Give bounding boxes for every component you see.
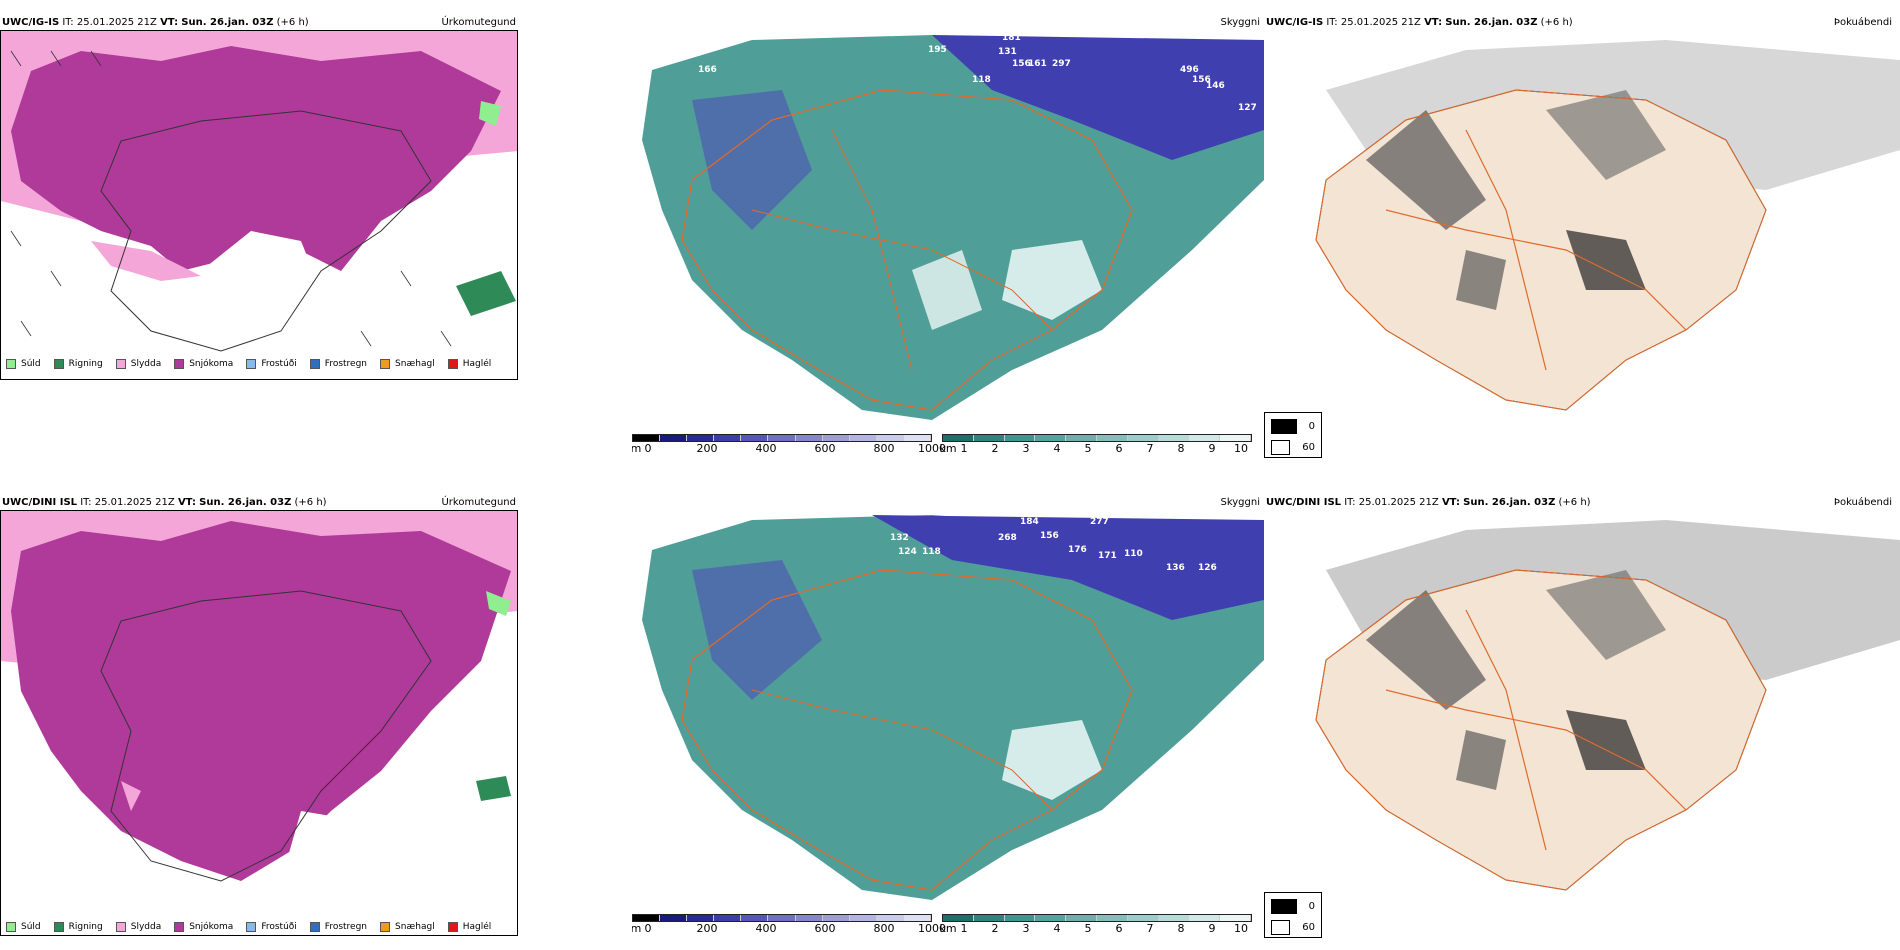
fog-map-svg: [1266, 30, 1900, 430]
row1-precip-panel: UWC/IG-IS IT: 25.01.2025 21Z VT: Sun. 26…: [0, 14, 520, 384]
map-label: 146: [1206, 81, 1225, 91]
precip-map-svg: [1, 511, 517, 935]
cbar-tick: 800: [873, 442, 895, 454]
vt-label: VT:: [160, 17, 179, 28]
cbar-tick: 7: [1146, 442, 1154, 454]
map-label: 166: [698, 65, 717, 75]
map-label: 156: [1012, 59, 1031, 69]
map-label: 126: [1198, 563, 1217, 573]
map-label: 181: [1002, 33, 1021, 43]
fog-legend-row1: 0 60: [1264, 412, 1322, 458]
legend-item: Snæhagl: [380, 359, 435, 369]
cloud-base-colorbar: m 0 200 400 600 800 1000: [632, 434, 946, 454]
panel-title: Þokuábendi: [1833, 17, 1892, 28]
it-label: IT:: [62, 17, 74, 28]
cbar-tick: 3: [1022, 442, 1030, 454]
cbar-tick: 5: [1084, 442, 1092, 454]
row1-visibility-panel: Skyggni 195 131 156 118 166 181 161 297 …: [632, 14, 1264, 454]
cbar-unit: km: [939, 442, 957, 454]
map-label: 161: [1028, 59, 1047, 69]
legend-item: Slydda: [115, 359, 161, 369]
precip-legend: Súld Rigning Slydda Snjókoma Frostúði Fr…: [6, 359, 504, 369]
cbar-tick: 0: [644, 442, 652, 454]
panel-title: Úrkomutegund: [441, 17, 516, 28]
cbar-tick: 6: [1115, 442, 1123, 454]
row2-fog-header: UWC/DINI ISL IT: 25.01.2025 21Z VT: Sun.…: [1266, 497, 1591, 508]
map-label: 184: [1020, 517, 1039, 527]
cbar-tick: 10: [1234, 442, 1248, 454]
map-label: 171: [1098, 551, 1117, 561]
map-label: 127: [1238, 103, 1257, 113]
legend-item: Haglél: [447, 359, 491, 369]
visibility-map[interactable]: 195 131 156 118 166 181 161 297 496 156 …: [632, 30, 1264, 430]
cbar-tick: 8: [1177, 442, 1185, 454]
lead-time: (+6 h): [276, 17, 309, 28]
cbar-tick: 1000: [918, 442, 946, 454]
map-label: 496: [1180, 65, 1199, 75]
fog-legend-row2: 0 60: [1264, 892, 1322, 938]
fog-map[interactable]: [1266, 510, 1900, 910]
map-label: 277: [1090, 517, 1109, 527]
map-label: 118: [972, 75, 991, 85]
map-label: 124: [898, 547, 917, 557]
model-name: UWC/IG-IS: [2, 17, 60, 28]
panel-title: Úrkomutegund: [441, 497, 516, 508]
cloud-base-labels: 184 277 132 268 156 176 124 118 171 110 …: [890, 517, 1217, 573]
map-label: 131: [998, 47, 1017, 57]
map-label: 118: [922, 547, 941, 557]
map-label: 297: [1052, 59, 1071, 69]
map-label: 156: [1192, 75, 1211, 85]
precip-type-map[interactable]: [0, 30, 518, 380]
map-label: 132: [890, 533, 909, 543]
cloud-base-colorbar: m 0 200 400 600 800 1000: [632, 914, 946, 936]
cbar-tick: 2: [991, 442, 999, 454]
cbar-tick: 400: [755, 442, 777, 454]
visibility-colorbar: km 1 2 3 4 5 6 7 8 9 10: [939, 914, 1252, 936]
visibility-map-svg: 195 131 156 118 166 181 161 297 496 156 …: [632, 30, 1264, 430]
map-label: 110: [1124, 549, 1143, 559]
precip-map-svg: [1, 31, 517, 379]
cbar-tick: 200: [696, 442, 718, 454]
panel-title: Skyggni: [1220, 17, 1260, 28]
cloud-base-labels: 195 131 156 118 166 181 161 297 496 156 …: [698, 33, 1257, 113]
map-label: 268: [998, 533, 1017, 543]
row2-precip-panel: UWC/DINI ISL IT: 25.01.2025 21Z VT: Sun.…: [0, 494, 520, 944]
row2-precip-header: UWC/DINI ISL IT: 25.01.2025 21Z VT: Sun.…: [2, 497, 327, 508]
panel-title: Þokuábendi: [1833, 497, 1892, 508]
cbar-unit: m: [632, 442, 642, 454]
cbar-tick: 1: [960, 442, 968, 454]
row2-visibility-panel: Skyggni 184 277 132 268 156 176 124 118 …: [632, 494, 1264, 944]
cbar-tick: 600: [814, 442, 836, 454]
visibility-colorbar: km 1 2 3 4 5 6 7 8 9 10: [939, 434, 1252, 454]
fog-map-svg: [1266, 510, 1900, 910]
cbar-tick: 4: [1053, 442, 1061, 454]
legend-item: Rigning: [53, 359, 103, 369]
it-value: 25.01.2025 21Z: [76, 17, 157, 28]
row2-fog-panel: UWC/DINI ISL IT: 25.01.2025 21Z VT: Sun.…: [1266, 494, 1900, 944]
row1-fog-panel: UWC/IG-IS IT: 25.01.2025 21Z VT: Sun. 26…: [1266, 14, 1900, 454]
precip-legend: Súld Rigning Slydda Snjókoma Frostúði Fr…: [6, 922, 504, 932]
legend-item: Súld: [6, 359, 41, 369]
legend-item: Frostúði: [246, 359, 297, 369]
cbar-tick: 9: [1208, 442, 1216, 454]
legend-item: Frostregn: [309, 359, 367, 369]
map-label: 195: [928, 45, 947, 55]
vt-value: Sun. 26.jan. 03Z: [181, 17, 274, 28]
map-label: 156: [1040, 531, 1059, 541]
legend-item: Snjókoma: [174, 359, 233, 369]
precip-type-map[interactable]: [0, 510, 518, 936]
row1-fog-header: UWC/IG-IS IT: 25.01.2025 21Z VT: Sun. 26…: [1266, 17, 1573, 28]
visibility-map-svg: 184 277 132 268 156 176 124 118 171 110 …: [632, 510, 1264, 910]
row1-precip-header: UWC/IG-IS IT: 25.01.2025 21Z VT: Sun. 26…: [2, 17, 309, 29]
panel-title: Skyggni: [1220, 497, 1260, 508]
map-label: 136: [1166, 563, 1185, 573]
fog-map[interactable]: [1266, 30, 1900, 430]
map-label: 176: [1068, 545, 1087, 555]
visibility-map[interactable]: 184 277 132 268 156 176 124 118 171 110 …: [632, 510, 1264, 910]
